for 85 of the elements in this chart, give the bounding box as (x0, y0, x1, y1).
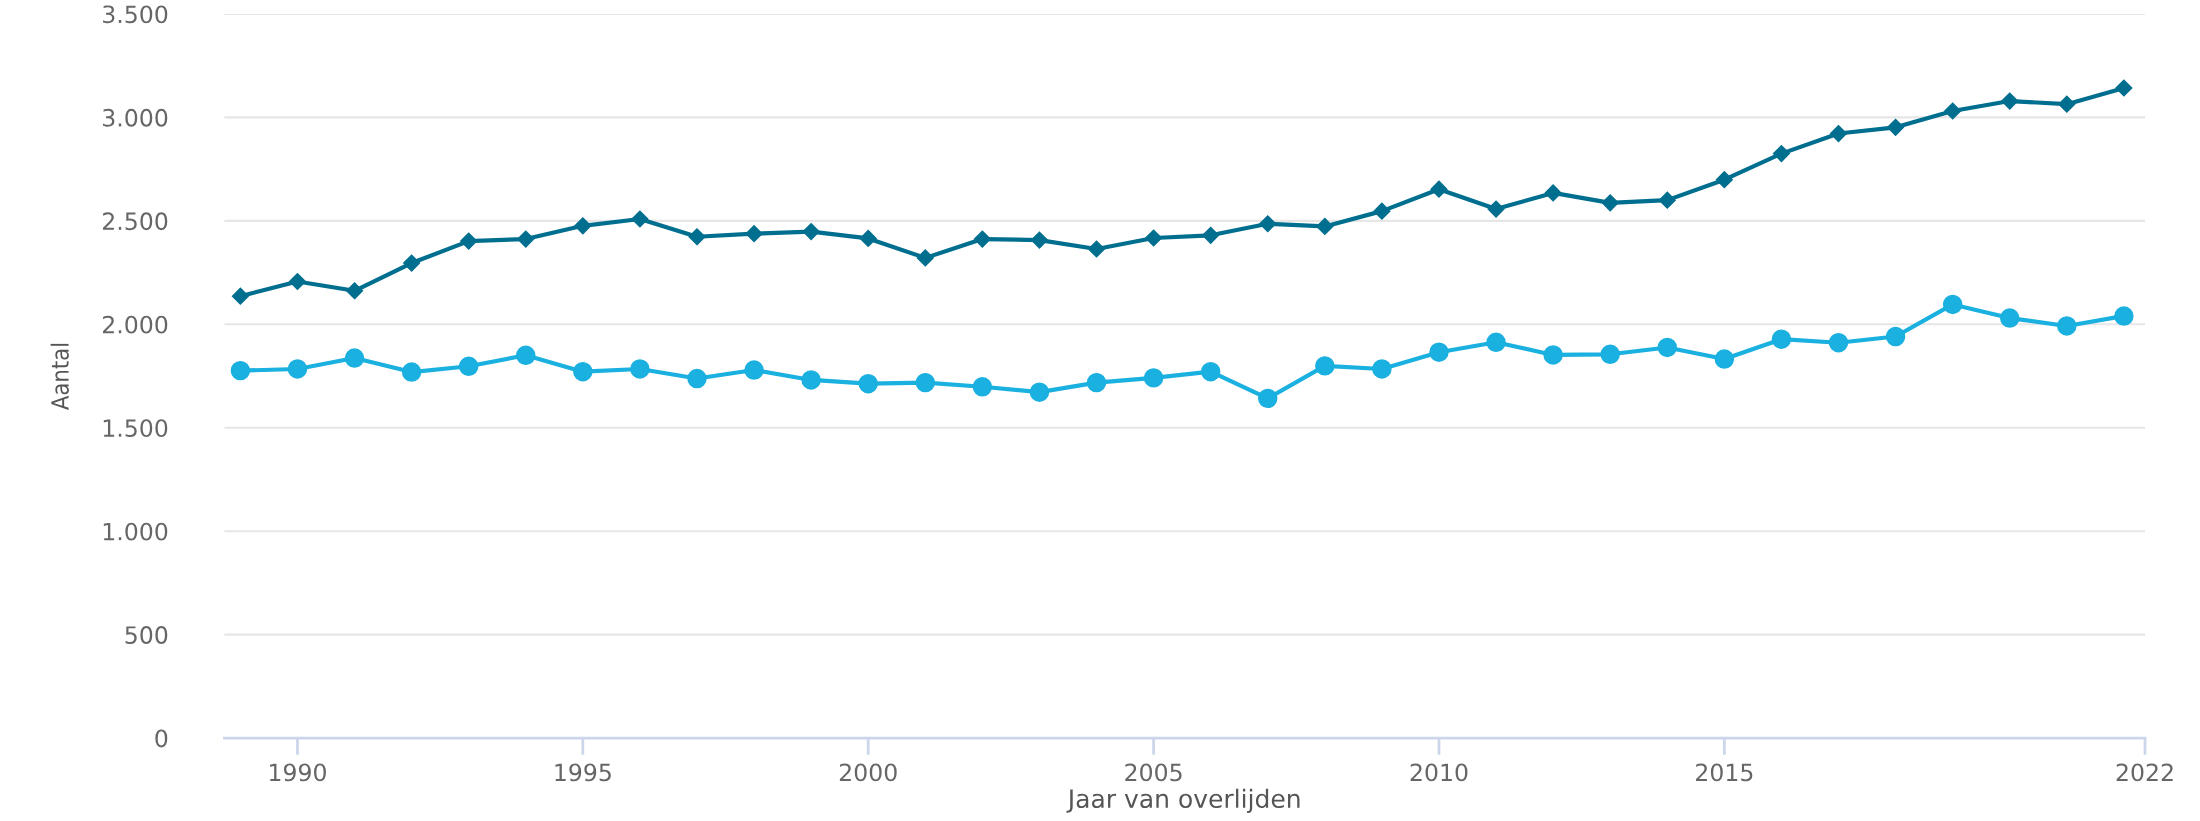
point (1601, 194, 1619, 212)
point (1029, 382, 1050, 402)
point (573, 361, 593, 382)
point (401, 362, 422, 382)
x-tick-label: 2000 (839, 763, 897, 782)
x-tick-label: 2022 (2116, 763, 2173, 782)
x-tick-label: 2005 (1125, 763, 1182, 782)
point (1544, 184, 1562, 202)
point (1657, 337, 1678, 358)
point (859, 229, 877, 247)
y-tick-label: 1.500 (103, 419, 168, 438)
point (744, 360, 764, 380)
point (1086, 372, 1107, 393)
point (344, 348, 365, 368)
point (858, 373, 878, 394)
x-tick-label: 1995 (555, 763, 611, 782)
point (1828, 332, 1849, 353)
point (516, 345, 536, 366)
point (1200, 361, 1221, 382)
point (1543, 345, 1563, 365)
point (1942, 294, 1963, 315)
point (1487, 200, 1505, 218)
point (1714, 349, 1735, 369)
y-tick-label: 3.500 (103, 5, 168, 24)
x-tick-label: 2010 (1410, 763, 1468, 782)
point (1715, 171, 1733, 189)
point (1258, 388, 1278, 409)
point (1315, 356, 1335, 376)
x-tick-label: 1990 (270, 763, 326, 782)
point (1202, 226, 1220, 244)
point (345, 282, 364, 300)
y-axis-title: Aantal (50, 343, 69, 410)
point (687, 368, 707, 389)
point (1486, 332, 1506, 353)
point (915, 372, 936, 393)
y-tick-label: 3.000 (103, 108, 168, 127)
point (630, 359, 650, 379)
point (1658, 191, 1676, 209)
y-tick-label: 500 (125, 626, 168, 644)
point (1429, 342, 1449, 362)
point (688, 228, 706, 246)
x-tick-label: 2015 (1696, 763, 1753, 782)
point (574, 217, 592, 235)
point (460, 232, 478, 250)
point (1316, 217, 1334, 235)
point (972, 377, 993, 397)
point (1944, 102, 1962, 120)
point (288, 272, 307, 291)
point (1772, 145, 1790, 163)
x-axis-title: Jaar van overlijden (1066, 788, 1300, 813)
point (2001, 92, 2019, 110)
y-tick-label: 2.500 (102, 212, 168, 231)
point (1430, 180, 1448, 198)
point (1771, 329, 1792, 349)
point (802, 223, 820, 241)
point (1030, 231, 1048, 249)
point (1143, 368, 1164, 388)
point (973, 230, 991, 248)
point (1087, 240, 1106, 258)
point (631, 210, 649, 228)
point (2114, 306, 2134, 326)
point (517, 230, 535, 248)
point (2000, 308, 2020, 328)
point (2057, 316, 2077, 336)
point (801, 370, 821, 390)
point (745, 225, 763, 243)
point (916, 249, 934, 267)
point (287, 359, 308, 379)
y-tick-label: 2.000 (102, 315, 168, 334)
point (1145, 229, 1163, 247)
point (1600, 344, 1620, 365)
point (1372, 359, 1392, 379)
point (1829, 124, 1848, 143)
point (2115, 79, 2133, 97)
y-tick-label: 0 (155, 729, 168, 748)
point (230, 360, 251, 381)
point (403, 254, 421, 272)
point (1885, 326, 1906, 347)
point (458, 356, 479, 377)
point (1259, 215, 1277, 233)
point (231, 287, 249, 305)
point (1887, 118, 1905, 136)
point (2058, 95, 2076, 113)
y-tick-label: 1.000 (103, 522, 168, 541)
point (1373, 202, 1391, 220)
